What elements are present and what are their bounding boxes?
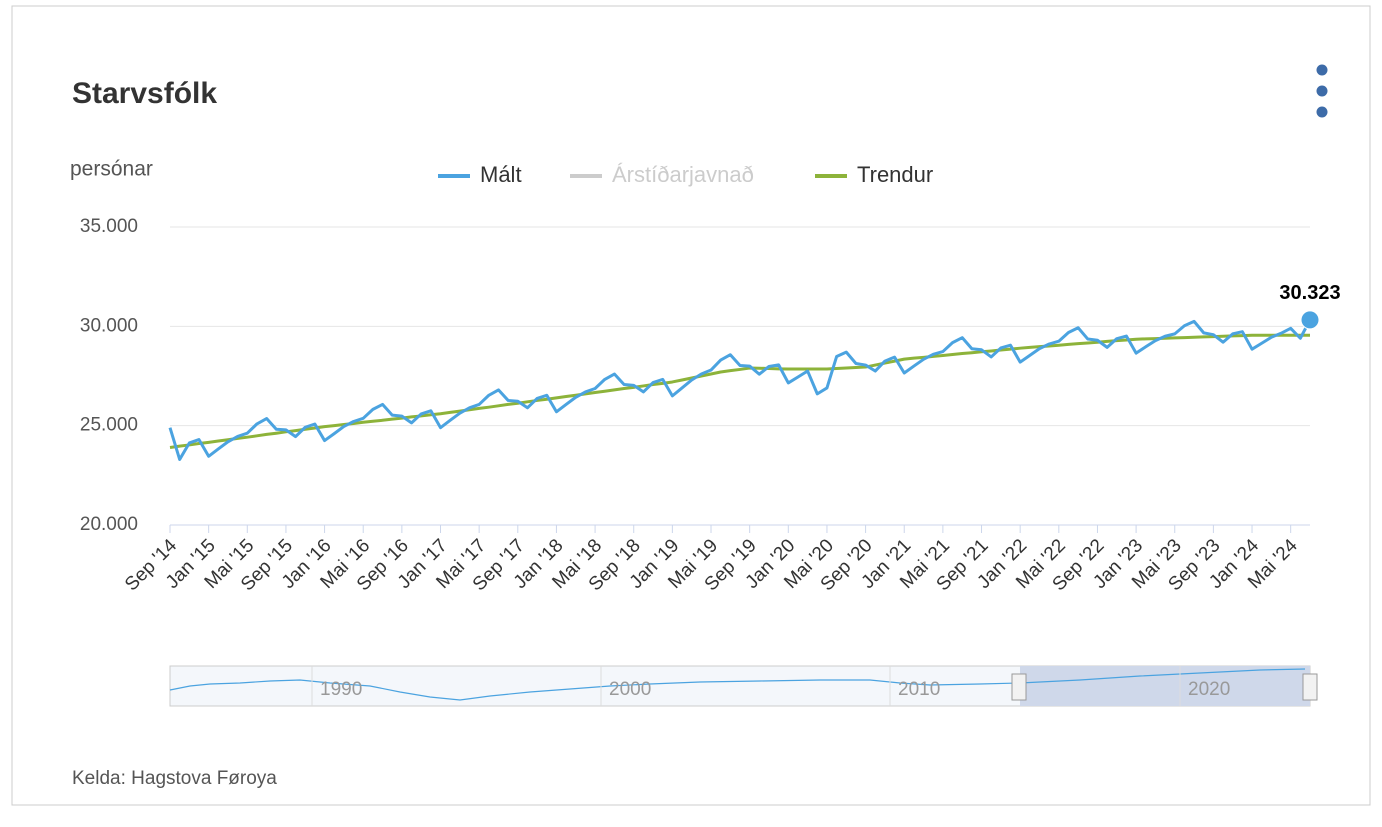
source: Kelda: Hagstova Føroya [72,768,277,789]
data-label: 30.323 [1279,282,1340,304]
point-marker [1300,310,1320,330]
chart-title: Starvsfólk [72,77,217,110]
y-tick-label: 25.000 [80,415,138,436]
y-tick-label: 20.000 [80,514,138,535]
y-axis-label: persónar [70,158,153,181]
legend-label[interactable]: Mált [480,162,522,187]
navigator-label: 2000 [609,679,651,700]
menu-button[interactable] [1316,64,1328,118]
navigator-selection[interactable] [1020,666,1310,706]
legend-label[interactable]: Trendur [857,162,933,187]
navigator-handle[interactable] [1302,673,1318,701]
menu-dot[interactable] [1316,106,1328,118]
navigator-label: 1990 [320,679,362,700]
navigator-handle[interactable] [1011,673,1027,701]
navigator: 1990 2000 2010 2020 [169,665,1318,707]
series-line [168,319,1312,461]
navigator-line [169,668,1306,701]
series-line [169,333,1310,450]
navigator-label: 2020 [1188,679,1230,700]
legend-label[interactable]: Árstíðarjavnað [612,162,754,187]
menu-dot[interactable] [1316,85,1328,97]
navigator-label: 2010 [898,679,940,700]
menu-dot[interactable] [1316,64,1328,76]
y-tick-label: 30.000 [80,315,138,336]
y-tick-label: 35.000 [80,216,138,237]
